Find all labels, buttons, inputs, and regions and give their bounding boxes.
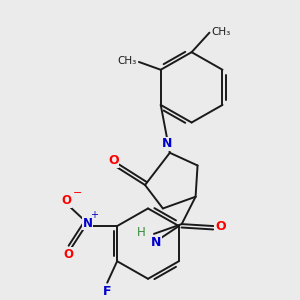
- Text: F: F: [103, 285, 112, 298]
- Text: O: O: [108, 154, 119, 167]
- Text: CH₃: CH₃: [118, 56, 137, 66]
- Text: CH₃: CH₃: [212, 27, 231, 37]
- Text: H: H: [137, 226, 146, 239]
- Text: −: −: [73, 188, 82, 198]
- Text: O: O: [64, 248, 74, 261]
- Text: O: O: [61, 194, 72, 207]
- Text: O: O: [215, 220, 226, 232]
- Text: +: +: [90, 210, 98, 220]
- Text: N: N: [82, 217, 92, 230]
- Text: N: N: [151, 236, 161, 249]
- Text: N: N: [162, 137, 172, 151]
